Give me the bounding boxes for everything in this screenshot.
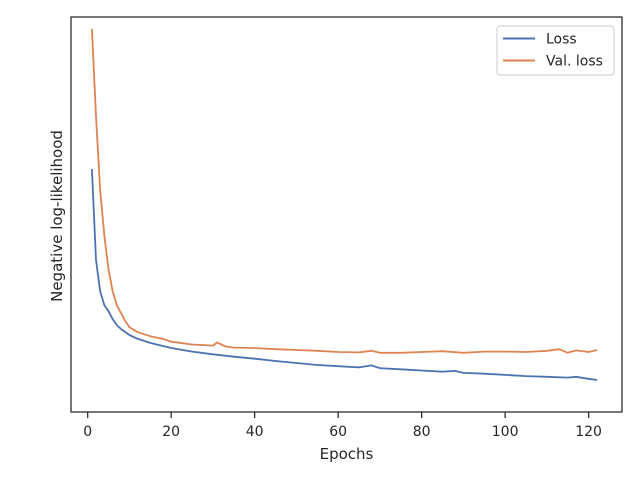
series-line-loss bbox=[91, 169, 598, 381]
x-axis: 0 20 40 60 80 100 120 bbox=[83, 412, 602, 440]
x-tick-label: 80 bbox=[413, 424, 431, 440]
x-tick-label: 20 bbox=[162, 424, 180, 440]
x-tick-label: 100 bbox=[492, 424, 519, 440]
legend-label-val-loss: Val. loss bbox=[546, 54, 603, 70]
y-axis-title: Negative log-likelihood bbox=[48, 130, 66, 302]
legend-label-loss: Loss bbox=[546, 32, 577, 48]
plot-frame bbox=[70, 16, 623, 413]
plot-lines bbox=[91, 28, 598, 381]
x-tick-label: 120 bbox=[575, 424, 602, 440]
x-tick-label: 40 bbox=[246, 424, 264, 440]
x-tick-label: 60 bbox=[329, 424, 347, 440]
x-tick-label: 0 bbox=[83, 424, 92, 440]
legend: Loss Val. loss bbox=[496, 25, 615, 76]
series-line-val-loss bbox=[91, 28, 598, 354]
x-axis-title: Epochs bbox=[320, 445, 374, 463]
